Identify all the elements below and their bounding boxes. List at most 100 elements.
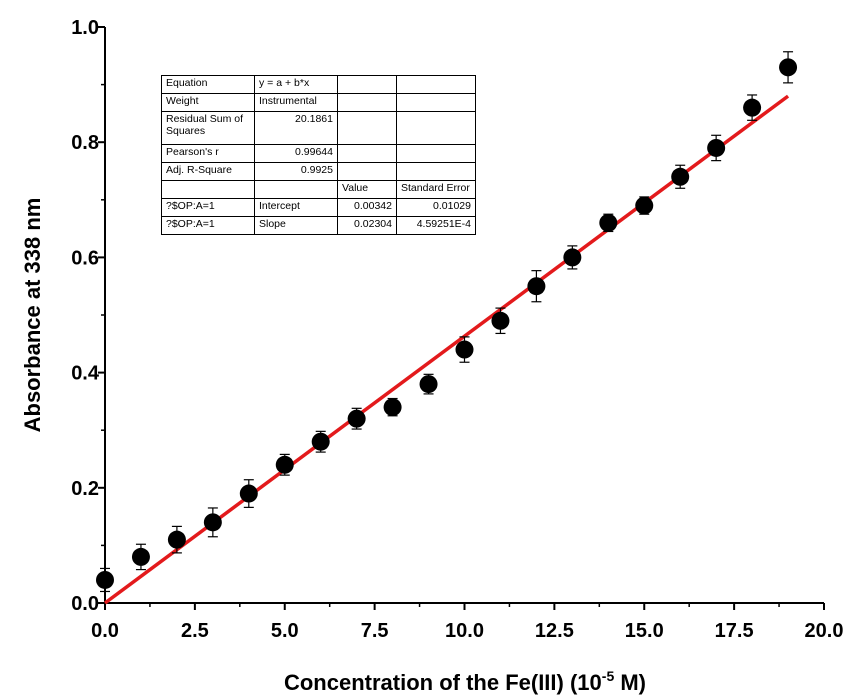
data-point bbox=[455, 340, 474, 359]
data-point bbox=[419, 375, 438, 394]
x-tick-label: 17.5 bbox=[715, 620, 754, 642]
data-point-group bbox=[167, 525, 186, 554]
x-tick-label: 7.5 bbox=[361, 620, 389, 642]
fit-table-cell: Slope bbox=[254, 216, 338, 235]
data-point-group bbox=[527, 270, 546, 303]
fit-table-cell: 20.1861 bbox=[254, 111, 338, 145]
fit-table-cell: 0.02304 bbox=[337, 216, 397, 235]
data-point-group bbox=[671, 164, 690, 189]
data-point-group bbox=[239, 479, 258, 508]
fit-table-row: Weight Instrumental bbox=[161, 93, 476, 112]
data-point bbox=[563, 248, 582, 267]
data-point bbox=[635, 196, 654, 215]
fit-table-cell: 0.99644 bbox=[254, 144, 338, 163]
data-point bbox=[167, 530, 186, 549]
fit-table-cell bbox=[337, 111, 397, 145]
fit-table-row: ?$OP:A=1 Slope 0.02304 4.59251E-4 bbox=[161, 216, 476, 235]
axes: 0.0 2.5 5.0 7.5 10.0 12.5 15.0 17.5 20.0 0.0 0.2 0.… bbox=[71, 17, 843, 642]
data-point bbox=[347, 409, 366, 428]
data-point-group bbox=[563, 245, 582, 270]
y-tick-label: 0.2 bbox=[71, 478, 99, 500]
fit-table-cell bbox=[337, 75, 397, 94]
data-point-group bbox=[599, 213, 618, 233]
data-point-group bbox=[707, 134, 726, 162]
fit-table-cell bbox=[396, 111, 476, 145]
fit-table-cell bbox=[337, 93, 397, 112]
x-tick-label: 0.0 bbox=[91, 620, 119, 642]
data-point bbox=[203, 513, 222, 532]
fit-table-cell bbox=[396, 75, 476, 94]
fit-table-cell: Residual Sum of Squares bbox=[161, 111, 255, 145]
data-point-group bbox=[383, 397, 402, 417]
fit-table-cell: Equation bbox=[161, 75, 255, 94]
data-point bbox=[707, 138, 726, 157]
data-point bbox=[383, 398, 402, 417]
fit-table-cell: y = a + b*x bbox=[254, 75, 338, 94]
fit-table-cell: Pearson's r bbox=[161, 144, 255, 163]
x-tick-label: 20.0 bbox=[805, 620, 844, 642]
fit-table-cell bbox=[337, 162, 397, 181]
fit-table-cell bbox=[161, 180, 255, 199]
data-point bbox=[743, 98, 762, 117]
fit-table-cell: ?$OP:A=1 bbox=[161, 198, 255, 217]
fit-table-cell: Instrumental bbox=[254, 93, 338, 112]
fit-table-cell: 0.01029 bbox=[396, 198, 476, 217]
data-point bbox=[599, 213, 618, 232]
data-point-group bbox=[347, 407, 366, 430]
fit-table-cell: Value bbox=[337, 180, 397, 199]
data-point bbox=[779, 58, 798, 77]
data-point bbox=[311, 432, 330, 451]
data-point bbox=[527, 277, 546, 296]
fit-table-cell bbox=[254, 180, 338, 199]
fit-table-row: Residual Sum of Squares 20.1861 bbox=[161, 111, 476, 145]
data-point-group bbox=[131, 543, 150, 571]
data-point-group bbox=[455, 336, 474, 363]
y-tick-label: 0.4 bbox=[71, 363, 100, 385]
fit-table-cell bbox=[396, 162, 476, 181]
x-tick-label: 10.0 bbox=[445, 620, 484, 642]
x-tick-label: 12.5 bbox=[535, 620, 574, 642]
fit-table-row: Equation y = a + b*x bbox=[161, 75, 476, 94]
data-point bbox=[131, 547, 150, 566]
fit-table-cell: 0.9925 bbox=[254, 162, 338, 181]
data-point-group bbox=[779, 51, 798, 84]
data-point-group bbox=[491, 307, 510, 335]
fit-table-cell: Weight bbox=[161, 93, 255, 112]
y-tick-label: 0.8 bbox=[71, 132, 99, 154]
y-tick-label: 0.6 bbox=[71, 247, 99, 269]
fit-results-table: Equation y = a + b*x Weight Instrumental Res… bbox=[161, 75, 476, 235]
y-tick-label: 1.0 bbox=[71, 17, 99, 39]
data-point-group bbox=[96, 567, 114, 593]
x-tick-label: 2.5 bbox=[181, 620, 209, 642]
x-tick-label: 15.0 bbox=[625, 620, 664, 642]
data-point-group bbox=[419, 373, 438, 395]
data-point-group bbox=[311, 430, 330, 453]
data-point bbox=[671, 167, 690, 186]
data-point bbox=[96, 570, 114, 589]
data-point-group bbox=[203, 507, 222, 538]
x-axis-title: Concentration of the Fe(III) (10-5 M) bbox=[284, 668, 646, 695]
x-tick-label: 5.0 bbox=[271, 620, 299, 642]
fit-table-cell bbox=[337, 144, 397, 163]
fit-table-cell: Intercept bbox=[254, 198, 338, 217]
data-point bbox=[275, 455, 294, 474]
data-point-group bbox=[635, 196, 654, 215]
fit-table-row: Adj. R-Square 0.9925 bbox=[161, 162, 476, 181]
fit-table-cell: Adj. R-Square bbox=[161, 162, 255, 181]
fit-table-row: ?$OP:A=1 Intercept 0.00342 0.01029 bbox=[161, 198, 476, 217]
fit-table-cell: Standard Error bbox=[396, 180, 476, 199]
data-point bbox=[491, 311, 510, 330]
y-tick-label: 0.0 bbox=[71, 593, 99, 615]
y-axis-title: Absorbance at 338 nm bbox=[20, 198, 45, 433]
fit-table-cell bbox=[396, 144, 476, 163]
fit-table-cell: 4.59251E-4 bbox=[396, 216, 476, 235]
fit-table-row: Pearson's r 0.99644 bbox=[161, 144, 476, 163]
data-points bbox=[96, 51, 798, 593]
fit-table-cell: ?$OP:A=1 bbox=[161, 216, 255, 235]
fit-table-cell: 0.00342 bbox=[337, 198, 397, 217]
data-point bbox=[239, 484, 258, 503]
fit-table-row: Value Standard Error bbox=[161, 180, 476, 199]
data-point-group bbox=[275, 453, 294, 476]
fit-table-cell bbox=[396, 93, 476, 112]
